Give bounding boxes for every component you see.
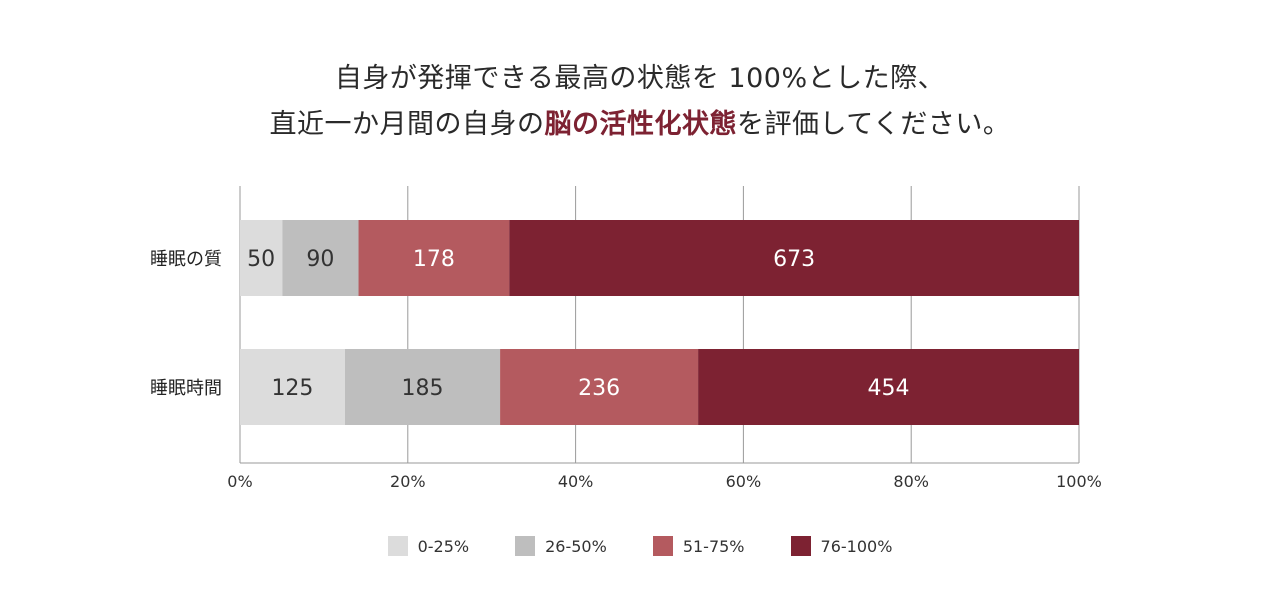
legend-label: 51-75% (682, 536, 745, 556)
category-label: 睡眠の質 (150, 249, 222, 270)
title-line-2-suffix: を評価してください。 (737, 109, 1011, 140)
legend-label: 76-100% (820, 536, 893, 556)
data-label: 90 (306, 247, 334, 272)
bar-segment (344, 349, 501, 425)
legend-swatch (652, 536, 673, 556)
x-tick-label: 0% (227, 472, 252, 491)
x-tick-label: 40% (558, 472, 594, 491)
legend-swatch (387, 536, 408, 556)
x-tick-label: 60% (726, 472, 762, 491)
data-label: 178 (413, 247, 455, 272)
data-label: 454 (868, 376, 910, 401)
bar-segment (500, 349, 699, 425)
chart-title: 自身が発揮できる最高の状態を 100%とした際、 直近一か月間の自身の脳の活性化… (0, 56, 1280, 148)
legend-item: 76-100% (790, 536, 893, 556)
legend-item: 51-75% (652, 536, 745, 556)
legend: 0-25% 26-50% 51-75% 76-100% (0, 536, 1280, 556)
data-label: 236 (578, 376, 620, 401)
bar-segment (509, 220, 1079, 296)
category-label: 睡眠時間 (150, 378, 222, 399)
x-tick-label: 80% (893, 472, 929, 491)
bar-segment (240, 349, 345, 425)
title-highlight: 脳の活性化状態 (544, 109, 738, 140)
legend-item: 26-50% (515, 536, 607, 556)
legend-label: 0-25% (417, 536, 470, 556)
bar-segment (698, 349, 1079, 425)
x-tick-label: 20% (390, 472, 426, 491)
data-label: 125 (271, 376, 313, 401)
legend-swatch (515, 536, 536, 556)
legend-swatch (790, 536, 811, 556)
legend-item: 0-25% (387, 536, 470, 556)
stacked-bar-chart: 0% 20% 40% 60% 80% 100% 50 90 178 673 睡眠の質 125 185 23… (150, 186, 1102, 491)
x-tick-label: 100% (1056, 472, 1102, 491)
bar-segment (358, 220, 510, 296)
bar-segment (240, 220, 283, 296)
legend-label: 26-50% (545, 536, 607, 556)
title-line-1: 自身が発揮できる最高の状態を 100%とした際、 (334, 63, 946, 94)
title-line-2-prefix: 直近一か月間の自身の (269, 109, 545, 140)
data-label: 185 (401, 376, 443, 401)
data-label: 673 (773, 247, 815, 272)
bar-segment (282, 220, 359, 296)
title-line-2: 直近一か月間の自身の脳の活性化状態を評価してください。 (0, 102, 1280, 148)
data-label: 50 (247, 247, 275, 272)
